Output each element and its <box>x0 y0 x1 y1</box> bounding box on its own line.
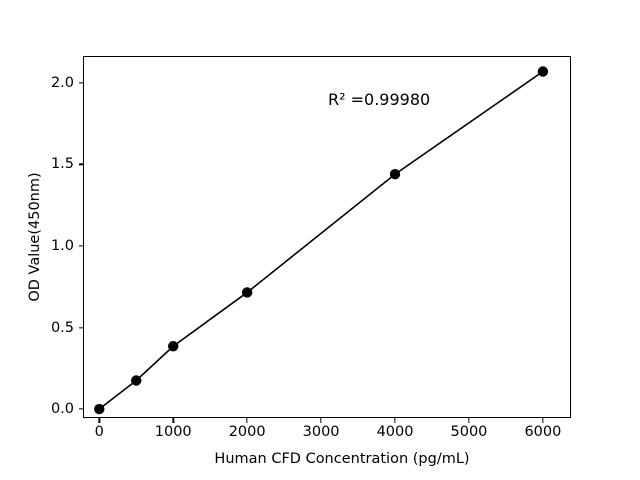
plot-area-frame <box>83 56 571 418</box>
x-axis-tick-label: 3000 <box>302 424 340 440</box>
x-axis-tick-label: 2000 <box>228 424 266 440</box>
x-axis-tick-mark <box>320 418 322 423</box>
x-axis-tick-mark <box>468 418 470 423</box>
y-axis-tick-mark <box>78 245 83 247</box>
x-axis-tick-mark <box>246 418 248 423</box>
x-axis-tick-mark <box>542 418 544 423</box>
x-axis-tick-mark <box>394 418 396 423</box>
x-axis-tick-label: 6000 <box>524 424 562 440</box>
y-axis-label: OD Value(450nm) <box>27 172 43 302</box>
x-axis-tick-label: 5000 <box>450 424 488 440</box>
x-axis-tick-label: 4000 <box>376 424 414 440</box>
x-axis-tick-label: 1000 <box>154 424 192 440</box>
y-axis-tick-mark <box>78 82 83 84</box>
y-axis-tick-label: 1.5 <box>50 156 74 173</box>
y-axis-tick-label: 1.0 <box>50 237 74 254</box>
data-point-markers <box>94 66 549 415</box>
r-squared-annotation: R² =0.99980 <box>328 90 431 109</box>
standard-curve-line <box>98 70 544 410</box>
y-axis-tick-mark <box>78 408 83 410</box>
x-axis-label: Human CFD Concentration (pg/mL) <box>0 451 640 467</box>
x-axis-label-text: Human CFD Concentration (pg/mL) <box>214 451 470 467</box>
x-axis-tick-mark <box>172 418 174 423</box>
chart-canvas <box>94 66 549 415</box>
data-point <box>94 403 105 415</box>
y-axis-tick-label: 0.5 <box>50 319 74 336</box>
data-point <box>131 375 142 386</box>
y-axis-tick-mark <box>78 163 83 166</box>
x-axis-tick-label: 0 <box>94 424 104 440</box>
y-axis-tick-label: 0.0 <box>50 401 74 418</box>
data-point <box>389 169 401 180</box>
data-point <box>537 66 549 77</box>
data-point <box>241 287 253 298</box>
y-axis-tick-mark <box>78 326 83 329</box>
y-axis-tick-label: 2.0 <box>50 74 74 91</box>
x-axis-tick-mark <box>98 418 100 423</box>
data-point <box>168 341 179 352</box>
